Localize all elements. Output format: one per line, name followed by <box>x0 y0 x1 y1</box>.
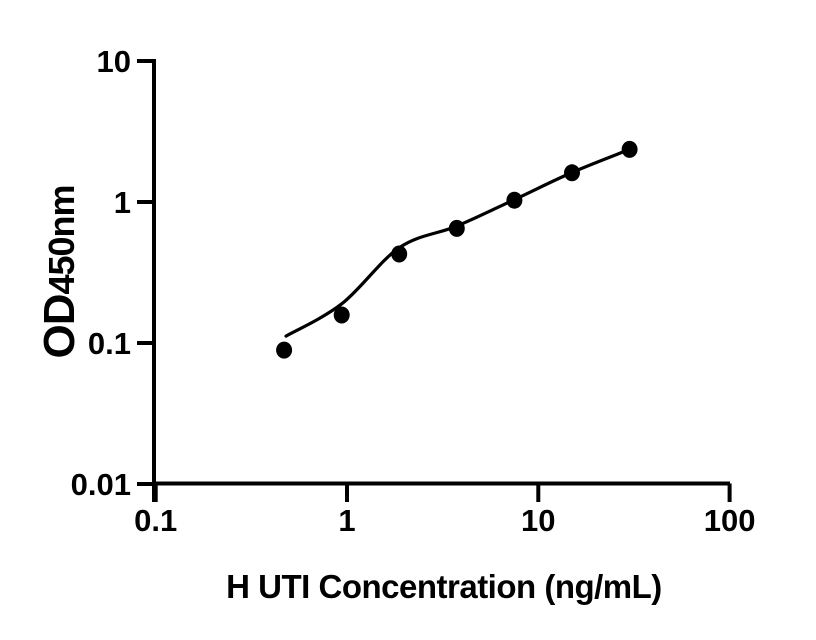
data-point <box>448 219 465 237</box>
data-point <box>621 140 638 158</box>
data-point <box>391 245 408 263</box>
y-axis-title-od: OD <box>35 295 84 359</box>
y-tick-label: 10 <box>97 44 131 79</box>
x-tick-label: 100 <box>704 503 756 538</box>
y-tick-label: 1 <box>114 185 131 220</box>
x-axis-title: H UTI Concentration (ng/mL) <box>226 568 662 605</box>
x-tick-label: 1 <box>338 503 355 538</box>
data-point <box>276 341 293 359</box>
data-point <box>333 306 350 324</box>
x-tick-label: 10 <box>521 503 555 538</box>
data-point <box>506 191 523 209</box>
y-axis-title-wavelength: 450nm <box>41 185 82 294</box>
y-tick-label: 0.1 <box>88 326 131 361</box>
data-point <box>564 164 580 182</box>
y-axis-title: OD450nm <box>35 185 84 358</box>
y-tick-label: 0.01 <box>71 467 131 502</box>
x-tick-label: 0.1 <box>134 503 177 538</box>
